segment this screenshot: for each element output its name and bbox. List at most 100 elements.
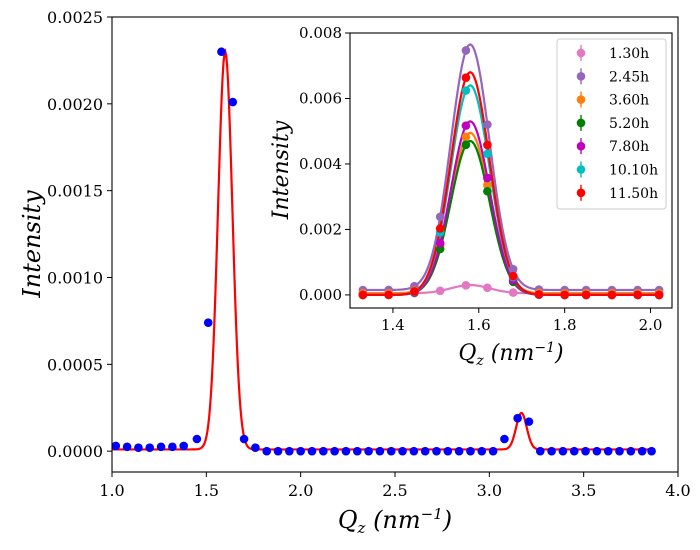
axis-title-part: z	[475, 353, 484, 369]
inset-data-point	[435, 212, 445, 222]
main-x-tick-label: 3.0	[477, 481, 502, 500]
legend-marker	[576, 95, 586, 104]
main-data-point	[603, 446, 613, 456]
main-y-tick-label: 0.0000	[47, 442, 103, 461]
inset-data-point	[508, 271, 518, 281]
inset-data-point	[633, 290, 642, 300]
main-data-point	[466, 446, 475, 456]
main-data-point	[409, 446, 419, 456]
axis-title-part: z	[357, 519, 366, 537]
inset-data-point	[483, 149, 492, 159]
main-data-point	[203, 318, 213, 327]
legend-entry: 11.50h	[576, 184, 658, 202]
main-data-point	[626, 446, 636, 456]
main-data-point	[524, 417, 534, 426]
inset-data-point	[461, 86, 471, 95]
legend-marker	[576, 48, 586, 58]
inset-x-axis-title: Qz (nm−1)	[458, 340, 563, 369]
main-data-point	[581, 446, 590, 456]
main-x-tick-label: 3.5	[571, 481, 596, 500]
inset-data-point	[560, 290, 569, 300]
main-data-point	[179, 441, 188, 451]
main-data-point	[168, 442, 177, 452]
legend-label: 2.45h	[609, 69, 649, 85]
main-data-point	[592, 446, 602, 456]
main-data-point	[156, 442, 166, 452]
main-data-point	[262, 446, 272, 456]
axis-title-part: −1	[421, 505, 443, 523]
main-y-tick-label: 0.0010	[47, 268, 103, 287]
legend-entry: 2.45h	[576, 68, 649, 85]
main-data-point	[122, 442, 132, 452]
main-y-tick-label: 0.0020	[47, 95, 103, 114]
inset-data-point	[435, 224, 445, 233]
main-data-point	[386, 446, 396, 456]
legend-marker	[576, 188, 586, 198]
inset-data-point	[483, 186, 492, 196]
inset-y-tick-label: 0.002	[299, 220, 342, 238]
main-x-tick-label: 1.0	[99, 481, 124, 500]
main-data-point	[420, 446, 430, 456]
axis-title-part: (nm	[484, 341, 535, 366]
main-axes-frame	[111, 16, 679, 473]
main-data-point	[341, 446, 351, 456]
legend-entry: 10.10h	[576, 161, 658, 179]
main-data-point	[251, 443, 260, 452]
inset-data-point	[483, 120, 492, 129]
inset-y-tick-label: 0.006	[299, 89, 342, 107]
inset-data-point	[483, 283, 492, 293]
legend-entry: 7.80h	[576, 138, 649, 155]
main-plot: 1.0 1.5 2.0 2.5 3.0 3.5 4.0 0.0000 0.0005 0.0010 0…	[18, 8, 691, 537]
inset-data-point	[435, 238, 445, 248]
inset-y-tick-label: 0.008	[299, 24, 342, 42]
inset-data-point	[607, 290, 617, 300]
inset-x-tick-label: 2.0	[639, 316, 663, 334]
main-data-point	[228, 97, 238, 107]
main-y-tick-label: 0.0005	[47, 355, 103, 374]
main-x-tick-label: 2.0	[288, 481, 313, 500]
inset-legend	[556, 38, 667, 210]
inset-data-point	[358, 290, 368, 300]
main-data-point	[296, 446, 305, 456]
axis-title-part: (nm	[365, 506, 420, 534]
main-data-point	[273, 446, 283, 456]
legend-entry: 1.30h	[576, 45, 649, 62]
main-y-tick-label: 0.0015	[47, 182, 103, 201]
main-data-point	[111, 441, 121, 451]
axis-title-part: )	[442, 506, 452, 534]
main-data-point	[647, 446, 656, 456]
main-data-point	[398, 446, 407, 456]
main-x-tick-label: 2.5	[382, 481, 407, 500]
main-data-point	[239, 434, 249, 444]
inset-data-point	[483, 140, 492, 150]
legend-marker	[576, 118, 586, 128]
legend-label: 1.30h	[609, 46, 649, 62]
inset-data-point	[508, 288, 518, 297]
inset-data-point	[461, 73, 471, 83]
inset-y-tick-label: 0.000	[299, 286, 342, 304]
main-data-point	[364, 446, 373, 456]
inset-y-axis-title: Intensity	[269, 120, 294, 220]
legend-entry: 5.20h	[576, 114, 649, 132]
inset-data-point	[461, 140, 471, 150]
axis-title-part: −1	[534, 340, 555, 356]
inset-data-point	[384, 290, 393, 300]
main-data-point	[558, 446, 568, 456]
inset-x-tick-label: 1.8	[553, 316, 577, 334]
main-data-point	[217, 47, 226, 57]
inset-data-point	[483, 173, 492, 183]
main-x-tick-label: 1.5	[194, 481, 219, 500]
legend-entry: 3.60h	[576, 91, 649, 109]
inset-data-point	[581, 290, 591, 300]
legend-marker	[576, 141, 586, 151]
main-data-point	[569, 446, 579, 456]
axis-title-part: )	[554, 341, 564, 366]
main-y-axis-title: Intensity	[18, 190, 46, 299]
legend-label: 10.10h	[609, 163, 658, 179]
main-data-point	[432, 446, 441, 456]
main-data-point	[375, 446, 385, 456]
main-data-point	[513, 413, 522, 423]
main-data-point	[443, 446, 453, 456]
main-data-point	[307, 446, 317, 456]
inset-data-point	[654, 290, 664, 300]
